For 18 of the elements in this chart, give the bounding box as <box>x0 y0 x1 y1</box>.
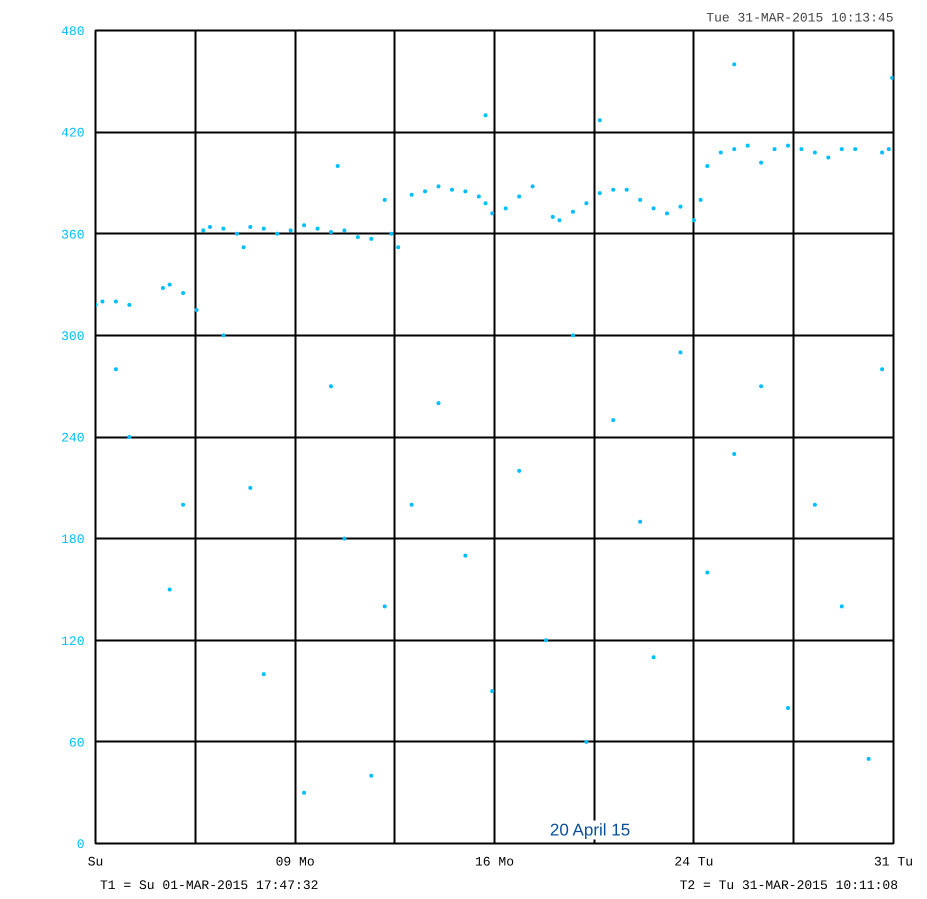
y-tick-label: 480 <box>61 24 84 39</box>
text: T2 = Tu 31-MAR-2015 10:11:08 <box>680 877 898 895</box>
x-tick-label: 24 Tu <box>674 854 714 870</box>
y-tick-label: 240 <box>61 430 84 446</box>
x-tick-label: 09 Mo <box>276 854 315 870</box>
chart-title: Tue 31-MAR-2015 10:13:45 <box>706 10 894 26</box>
y-tick-label: 300 <box>61 328 84 344</box>
x-tick-label: 16 Mo <box>475 854 514 870</box>
x-tick-label: 31 Tu <box>874 854 914 870</box>
y-tick-label: 60 <box>68 735 85 750</box>
y-tick-label: 360 <box>61 227 84 242</box>
y-tick-label: 0 <box>76 837 85 852</box>
y-tick-label: 120 <box>61 634 84 649</box>
text: T1 = Su 01-MAR-2015 17:47:32 <box>100 877 318 895</box>
annotation: 20 April 15 <box>550 820 630 840</box>
y-tick-label: 180 <box>61 532 84 548</box>
y-tick-label: 420 <box>61 126 84 141</box>
x-tick-label: Su <box>88 854 104 870</box>
